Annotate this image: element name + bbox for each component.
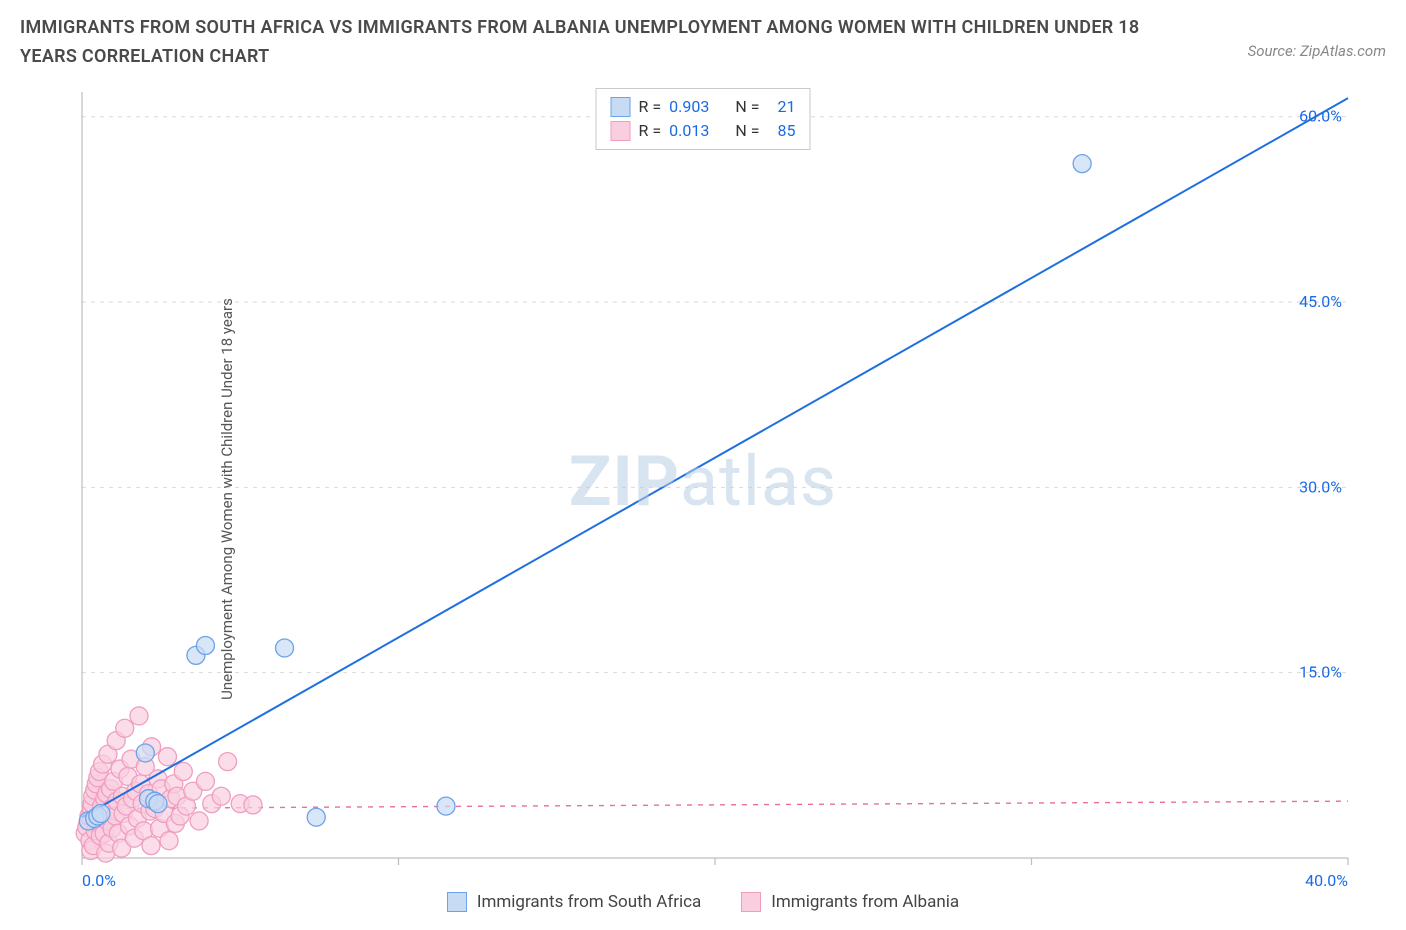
r-value: 0.903 xyxy=(669,95,709,119)
legend-stats-row: R = 0.013 N = 85 xyxy=(611,119,796,143)
svg-text:30.0%: 30.0% xyxy=(1299,477,1342,496)
source-label: Source: ZipAtlas.com xyxy=(1248,14,1386,60)
svg-text:45.0%: 45.0% xyxy=(1299,292,1342,311)
legend-swatch xyxy=(611,97,631,117)
legend-swatch xyxy=(611,121,631,141)
legend-series-label: Immigrants from South Africa xyxy=(477,892,701,912)
legend-series: Immigrants from South Africa Immigrants f… xyxy=(20,892,1386,912)
y-axis-label: Unemployment Among Women with Children U… xyxy=(218,298,236,700)
n-value: 85 xyxy=(767,119,795,143)
legend-stats-row: R = 0.903 N = 21 xyxy=(611,95,796,119)
n-value: 21 xyxy=(767,95,795,119)
svg-text:40.0%: 40.0% xyxy=(1305,871,1348,890)
r-label: R = xyxy=(639,95,662,119)
n-label: N = xyxy=(735,119,759,143)
legend-stats: R = 0.903 N = 21 R = 0.013 N = 85 xyxy=(596,88,811,150)
chart-container: Unemployment Among Women with Children U… xyxy=(20,86,1386,912)
r-label: R = xyxy=(639,119,662,143)
legend-series-item: Immigrants from Albania xyxy=(741,892,959,912)
svg-text:15.0%: 15.0% xyxy=(1299,663,1342,682)
chart-title: IMMIGRANTS FROM SOUTH AFRICA VS IMMIGRAN… xyxy=(20,14,1140,72)
legend-series-label: Immigrants from Albania xyxy=(771,892,959,912)
r-value: 0.013 xyxy=(669,119,709,143)
legend-swatch xyxy=(741,892,761,912)
legend-series-item: Immigrants from South Africa xyxy=(447,892,701,912)
svg-text:0.0%: 0.0% xyxy=(82,871,116,890)
n-label: N = xyxy=(735,95,759,119)
legend-swatch xyxy=(447,892,467,912)
